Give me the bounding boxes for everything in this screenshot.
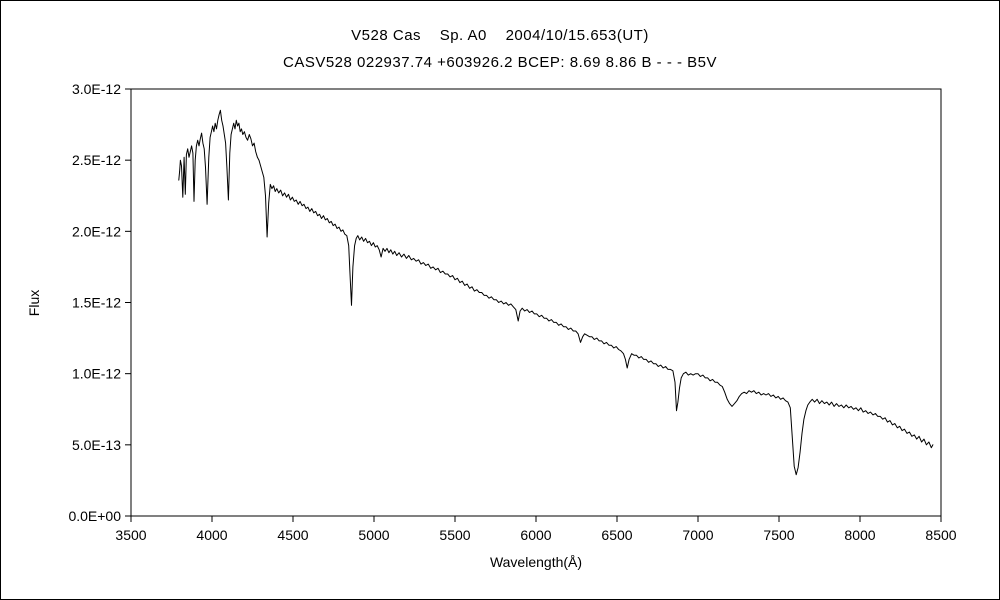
chart-subtitle: CASV528 022937.74 +603926.2 BCEP: 8.69 8… [282, 54, 718, 71]
y-tick-label: 0.0E+00 [68, 508, 121, 524]
x-tick-label: 5000 [358, 527, 389, 543]
x-tick-label: 3500 [115, 527, 146, 543]
chart-title: V528 Cas Sp. A0 2004/10/15.653(UT) [351, 27, 649, 44]
x-tick-label: 7500 [763, 527, 794, 543]
y-tick-label: 1.0E-12 [72, 366, 121, 382]
y-tick-label: 1.5E-12 [72, 295, 121, 311]
x-tick-label: 4000 [196, 527, 227, 543]
x-tick-label: 5500 [439, 527, 470, 543]
y-axis-label: Flux [26, 290, 42, 316]
x-tick-label: 6500 [601, 527, 632, 543]
spectrum-line [178, 109, 934, 476]
y-tick-label: 5.0E-13 [72, 437, 121, 453]
y-tick-label: 3.0E-12 [72, 81, 121, 97]
y-tick-label: 2.0E-12 [72, 223, 121, 239]
x-tick-label: 6000 [520, 527, 551, 543]
x-tick-label: 4500 [277, 527, 308, 543]
x-tick-label: 7000 [682, 527, 713, 543]
x-axis-label: Wavelength(Å) [490, 554, 582, 570]
x-tick-label: 8500 [925, 527, 956, 543]
x-tick-label: 8000 [844, 527, 875, 543]
y-tick-label: 2.5E-12 [72, 152, 121, 168]
plot-frame [130, 88, 942, 517]
